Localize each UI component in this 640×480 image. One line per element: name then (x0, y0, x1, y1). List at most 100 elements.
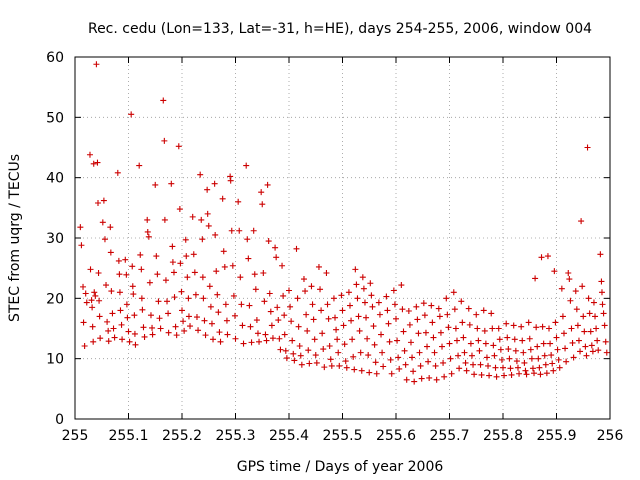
data-point (486, 372, 493, 379)
data-point (246, 302, 253, 309)
data-point (415, 330, 422, 337)
x-tick-label: 255.8 (483, 428, 523, 444)
data-point (238, 301, 245, 308)
data-point (573, 306, 580, 313)
data-point (388, 370, 395, 377)
data-point (583, 352, 590, 359)
data-point (182, 236, 189, 243)
data-point (533, 324, 540, 331)
data-point (288, 318, 295, 325)
data-point (534, 343, 541, 350)
data-point (383, 293, 390, 300)
data-point (508, 371, 515, 378)
data-point (251, 271, 258, 278)
y-tick-label: 50 (46, 110, 64, 126)
data-point (330, 295, 337, 302)
data-point (440, 359, 447, 366)
data-point (93, 61, 100, 68)
data-point (131, 330, 138, 337)
data-point (531, 370, 538, 377)
data-point (339, 307, 346, 314)
data-point (593, 325, 600, 332)
data-point (197, 171, 204, 178)
data-point (164, 298, 171, 305)
data-point (192, 291, 199, 298)
x-tick-label: 255.7 (429, 428, 469, 444)
x-tick-label: 255.6 (376, 428, 416, 444)
data-point (572, 288, 579, 295)
data-point (239, 322, 246, 329)
data-point (414, 316, 421, 323)
data-point (298, 361, 305, 368)
data-point (215, 309, 222, 316)
x-tick-label: 255.1 (108, 428, 148, 444)
data-point (574, 322, 581, 329)
axis-ticks: 255 255.1 255.2 255.3 255.4 255.5 255.6 255.7 25… (46, 50, 623, 444)
data-point (107, 224, 114, 231)
data-point (222, 301, 229, 308)
data-point (237, 274, 244, 281)
data-point (401, 347, 408, 354)
data-point (312, 352, 319, 359)
data-point (184, 274, 191, 281)
data-point (474, 325, 481, 332)
data-point (503, 320, 510, 327)
data-point (138, 266, 145, 273)
data-point (175, 143, 182, 150)
data-point (220, 248, 227, 255)
data-point (471, 371, 478, 378)
data-point (548, 352, 555, 359)
data-point (157, 325, 164, 332)
data-point (527, 346, 534, 353)
data-point (327, 356, 334, 363)
data-point (318, 307, 325, 314)
data-point (348, 317, 355, 324)
x-axis-label: GPS time / Days of year 2006 (237, 459, 444, 475)
data-point (96, 313, 103, 320)
data-point (390, 287, 397, 294)
data-point (103, 282, 110, 289)
data-point (80, 319, 87, 326)
data-point (352, 266, 359, 273)
data-point (144, 216, 151, 223)
data-point (511, 336, 518, 343)
data-point (575, 337, 582, 344)
data-point (443, 295, 450, 302)
data-point (108, 288, 115, 295)
data-point (264, 181, 271, 188)
data-point (83, 299, 90, 306)
data-point (277, 346, 284, 353)
data-point (213, 268, 220, 275)
data-point (224, 331, 231, 338)
data-point (244, 236, 251, 243)
data-point (273, 254, 280, 261)
data-point (350, 353, 357, 360)
data-point (439, 343, 446, 350)
data-point (204, 186, 211, 193)
data-point (553, 334, 560, 341)
data-point (546, 325, 553, 332)
data-point (505, 346, 512, 353)
data-point (393, 315, 399, 322)
data-point (101, 236, 108, 243)
data-point (165, 310, 172, 317)
data-point (468, 352, 475, 359)
data-point (82, 290, 89, 297)
data-point (180, 318, 187, 325)
data-point (543, 370, 550, 377)
data-point (95, 200, 102, 207)
data-point (529, 365, 536, 372)
x-tick-label: 255.4 (269, 428, 309, 444)
data-point (406, 321, 413, 328)
data-point (274, 304, 281, 311)
data-point (400, 328, 407, 335)
data-point (410, 368, 417, 375)
data-point (516, 370, 523, 377)
data-point (430, 334, 437, 341)
data-point (165, 329, 172, 336)
data-point (598, 278, 605, 285)
data-point (391, 301, 398, 308)
data-point (354, 295, 361, 302)
data-point (399, 306, 406, 313)
